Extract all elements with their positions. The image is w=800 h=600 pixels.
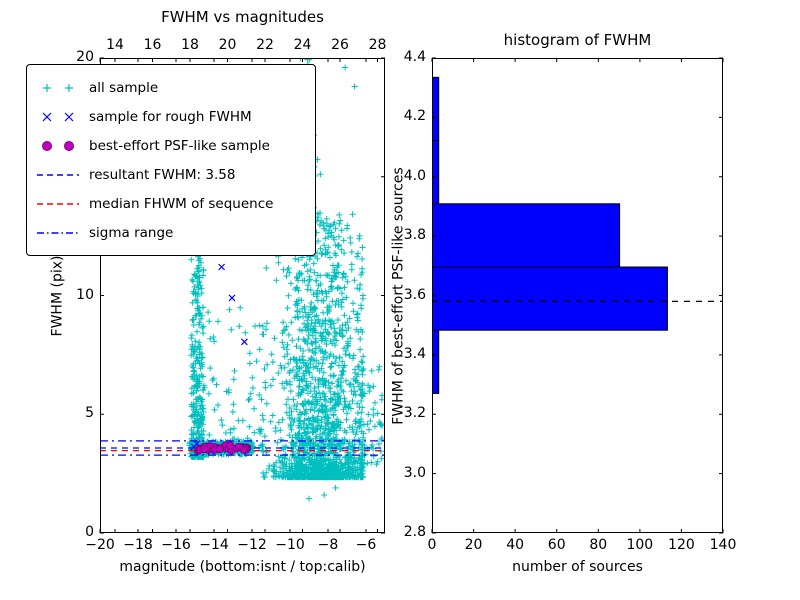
legend-item-label: sigma range xyxy=(89,224,174,241)
legend-item-resultant-fwhm: resultant FWHM: 3.58 xyxy=(35,160,307,189)
right-plot-xlabel: number of sources xyxy=(512,559,643,575)
tick-marks xyxy=(99,57,724,534)
dashdot-line-icon xyxy=(35,224,81,242)
legend-item-label: sample for rough FWHM xyxy=(89,108,252,125)
psf-sample-points xyxy=(194,441,252,455)
legend-item-sigma-range: sigma range xyxy=(35,218,307,247)
legend: all sample sample for rough FWHM best-ef… xyxy=(26,64,316,256)
left-plot-title: FWHM vs magnitudes xyxy=(161,8,324,26)
legend-item-psf-sample: best-effort PSF-like sample xyxy=(35,131,307,160)
histogram-bar xyxy=(432,203,621,268)
legend-item-median-fwhm: median FHWM of sequence xyxy=(35,189,307,218)
reference-lines xyxy=(100,440,385,456)
legend-item-label: median FHWM of sequence xyxy=(89,195,274,212)
histogram-bar xyxy=(432,329,440,394)
histogram-bar xyxy=(432,266,668,331)
legend-item-all-sample: all sample xyxy=(35,73,307,102)
histogram-bar xyxy=(432,140,440,205)
plus-marker-icon xyxy=(35,79,81,97)
histogram-bar xyxy=(432,76,440,142)
circle-marker-icon xyxy=(35,137,81,155)
right-plot-title: histogram of FWHM xyxy=(503,31,652,49)
legend-item-label: all sample xyxy=(89,79,159,96)
right-plot-ylabel: FWHM of best-effort PSF-like sources xyxy=(390,167,407,425)
x-marker-icon xyxy=(35,108,81,126)
histogram-bars xyxy=(432,76,668,394)
legend-item-label: resultant FWHM: 3.58 xyxy=(89,166,236,183)
dashed-line-icon xyxy=(35,195,81,213)
dashed-line-icon xyxy=(35,166,81,184)
legend-item-label: best-effort PSF-like sample xyxy=(89,137,270,154)
left-plot-xlabel: magnitude (bottom:isnt / top:calib) xyxy=(119,559,366,575)
legend-item-rough-fwhm: sample for rough FWHM xyxy=(35,102,307,131)
